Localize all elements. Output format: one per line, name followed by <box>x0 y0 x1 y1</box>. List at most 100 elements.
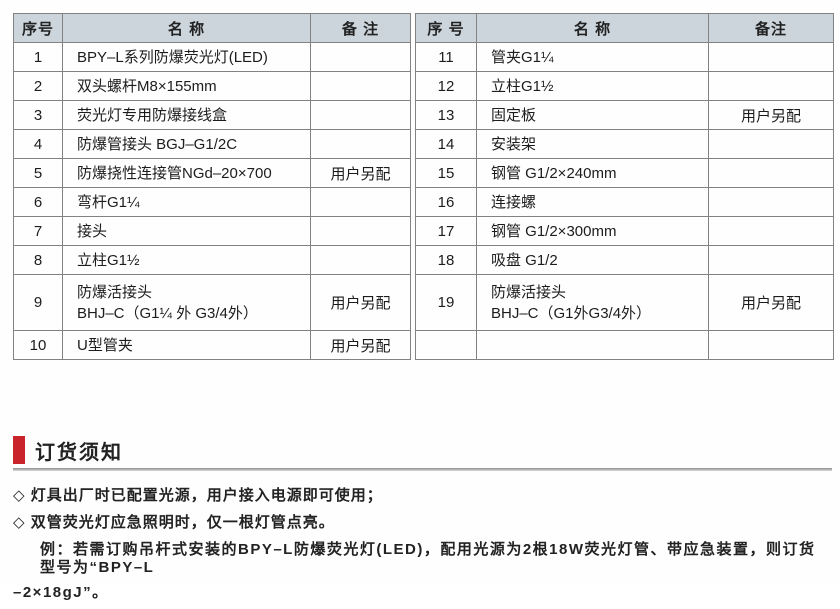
remark-cell <box>708 245 834 275</box>
row-number-cell <box>415 330 477 360</box>
remark-cell <box>708 187 834 217</box>
notice-header: 订货须知 <box>13 436 832 464</box>
part-name-cell <box>476 330 709 360</box>
table-row: 4 防爆管接头 BGJ–G1/2C <box>13 129 411 159</box>
row-number-cell: 14 <box>415 129 477 159</box>
part-name-cell: 安装架 <box>476 129 709 159</box>
row-number-cell: 2 <box>13 71 63 101</box>
notice-bullet: ◇ 灯具出厂时已配置光源，用户接入电源即可使用； <box>13 487 383 504</box>
row-number-cell: 19 <box>415 274 477 331</box>
table-row: 3 荧光灯专用防爆接线盒 <box>13 100 411 130</box>
col-header-note: 备 注 <box>310 13 411 43</box>
divider-line <box>13 468 832 471</box>
table-row: 14 安装架 <box>415 129 834 159</box>
remark-cell <box>310 71 411 101</box>
part-name-cell: 接头 <box>62 216 311 246</box>
row-number-cell: 1 <box>13 42 63 72</box>
row-number-cell: 6 <box>13 187 63 217</box>
remark-cell <box>310 187 411 217</box>
parts-tables: 序号 名 称 备 注 1 BPY–L系列防爆荧光灯(LED) 2 双头螺杆M8×… <box>13 13 834 360</box>
row-number-cell: 10 <box>13 330 63 360</box>
remark-cell <box>708 71 834 101</box>
remark-cell <box>310 100 411 130</box>
table-row: 15 钢管 G1/2×240mm <box>415 158 834 188</box>
part-name-cell: 防爆管接头 BGJ–G1/2C <box>62 129 311 159</box>
table-row: 7 接头 <box>13 216 411 246</box>
remark-cell <box>708 42 834 72</box>
remark-cell <box>310 42 411 72</box>
table-row: 11 管夹G1¼ <box>415 42 834 72</box>
row-number-cell: 5 <box>13 158 63 188</box>
table-row: 2 双头螺杆M8×155mm <box>13 71 411 101</box>
part-name-cell: 立柱G1½ <box>476 71 709 101</box>
part-name-cell: 管夹G1¼ <box>476 42 709 72</box>
table-row: 8 立柱G1½ <box>13 245 411 275</box>
col-header-no: 序 号 <box>415 13 477 43</box>
red-accent-bar <box>13 436 25 464</box>
row-number-cell: 3 <box>13 100 63 130</box>
part-name-cell: 钢管 G1/2×240mm <box>476 158 709 188</box>
table-row: 12 立柱G1½ <box>415 71 834 101</box>
row-number-cell: 16 <box>415 187 477 217</box>
part-name-cell: BPY–L系列防爆荧光灯(LED) <box>62 42 311 72</box>
table-row: 1 BPY–L系列防爆荧光灯(LED) <box>13 42 411 72</box>
table-row: 17 钢管 G1/2×300mm <box>415 216 834 246</box>
row-number-cell: 8 <box>13 245 63 275</box>
table-row: 16 连接螺 <box>415 187 834 217</box>
table-row: 13 固定板 用户另配 <box>415 100 834 130</box>
part-name-cell: 防爆活接头 BHJ–C（G1外G3/4外） <box>476 274 709 331</box>
part-name-cell: 防爆挠性连接管NGd–20×700 <box>62 158 311 188</box>
col-header-note: 备注 <box>708 13 834 43</box>
row-number-cell: 11 <box>415 42 477 72</box>
parts-table-left: 序号 名 称 备 注 1 BPY–L系列防爆荧光灯(LED) 2 双头螺杆M8×… <box>13 13 411 360</box>
remark-cell <box>708 129 834 159</box>
part-name-cell: 双头螺杆M8×155mm <box>62 71 311 101</box>
notice-example-line: –2×18gJ”。 <box>13 584 109 601</box>
remark-cell <box>310 216 411 246</box>
table-row: 9 防爆活接头 BHJ–C（G1¼ 外 G3/4外） 用户另配 <box>13 274 411 331</box>
notice-body: ◇ 灯具出厂时已配置光源，用户接入电源即可使用； ◇ 双管荧光灯应急照明时，仅一… <box>13 487 832 602</box>
remark-cell <box>708 216 834 246</box>
remark-cell: 用户另配 <box>708 100 834 130</box>
row-number-cell: 7 <box>13 216 63 246</box>
col-header-no: 序号 <box>13 13 63 43</box>
notice-bullet: ◇ 双管荧光灯应急照明时，仅一根灯管点亮。 <box>13 514 335 531</box>
table-row: 5 防爆挠性连接管NGd–20×700 用户另配 <box>13 158 411 188</box>
table-row: 6 弯杆G1¼ <box>13 187 411 217</box>
notice-title: 订货须知 <box>35 441 123 464</box>
part-name-cell: 防爆活接头 BHJ–C（G1¼ 外 G3/4外） <box>62 274 311 331</box>
table-row-empty <box>415 330 834 360</box>
table-row: 10 U型管夹 用户另配 <box>13 330 411 360</box>
remark-cell <box>310 129 411 159</box>
table-row: 18 吸盘 G1/2 <box>415 245 834 275</box>
remark-cell <box>708 330 834 360</box>
row-number-cell: 15 <box>415 158 477 188</box>
part-name-cell: 固定板 <box>476 100 709 130</box>
remark-cell: 用户另配 <box>310 158 411 188</box>
part-name-cell: 荧光灯专用防爆接线盒 <box>62 100 311 130</box>
notice-example-line: 例：若需订购吊杆式安装的BPY–L防爆荧光灯(LED)，配用光源为2根18W荧光… <box>40 541 816 576</box>
table-header-row: 序号 名 称 备 注 <box>13 13 411 43</box>
row-number-cell: 9 <box>13 274 63 331</box>
row-number-cell: 12 <box>415 71 477 101</box>
part-name-cell: 立柱G1½ <box>62 245 311 275</box>
remark-cell <box>310 245 411 275</box>
remark-cell: 用户另配 <box>310 330 411 360</box>
remark-cell <box>708 158 834 188</box>
part-name-cell: 钢管 G1/2×300mm <box>476 216 709 246</box>
parts-table-right: 序 号 名 称 备注 11 管夹G1¼ 12 立柱G1½ 13 <box>415 13 834 360</box>
part-name-cell: 连接螺 <box>476 187 709 217</box>
ordering-notice-section: 订货须知 ◇ 灯具出厂时已配置光源，用户接入电源即可使用； ◇ 双管荧光灯应急照… <box>13 436 832 609</box>
row-number-cell: 18 <box>415 245 477 275</box>
catalog-page: 序号 名 称 备 注 1 BPY–L系列防爆荧光灯(LED) 2 双头螺杆M8×… <box>13 13 834 601</box>
part-name-cell: 弯杆G1¼ <box>62 187 311 217</box>
part-name-cell: 吸盘 G1/2 <box>476 245 709 275</box>
table-row: 19 防爆活接头 BHJ–C（G1外G3/4外） 用户另配 <box>415 274 834 331</box>
row-number-cell: 13 <box>415 100 477 130</box>
row-number-cell: 4 <box>13 129 63 159</box>
part-name-cell: U型管夹 <box>62 330 311 360</box>
remark-cell: 用户另配 <box>310 274 411 331</box>
col-header-name: 名 称 <box>476 13 709 43</box>
col-header-name: 名 称 <box>62 13 311 43</box>
row-number-cell: 17 <box>415 216 477 246</box>
